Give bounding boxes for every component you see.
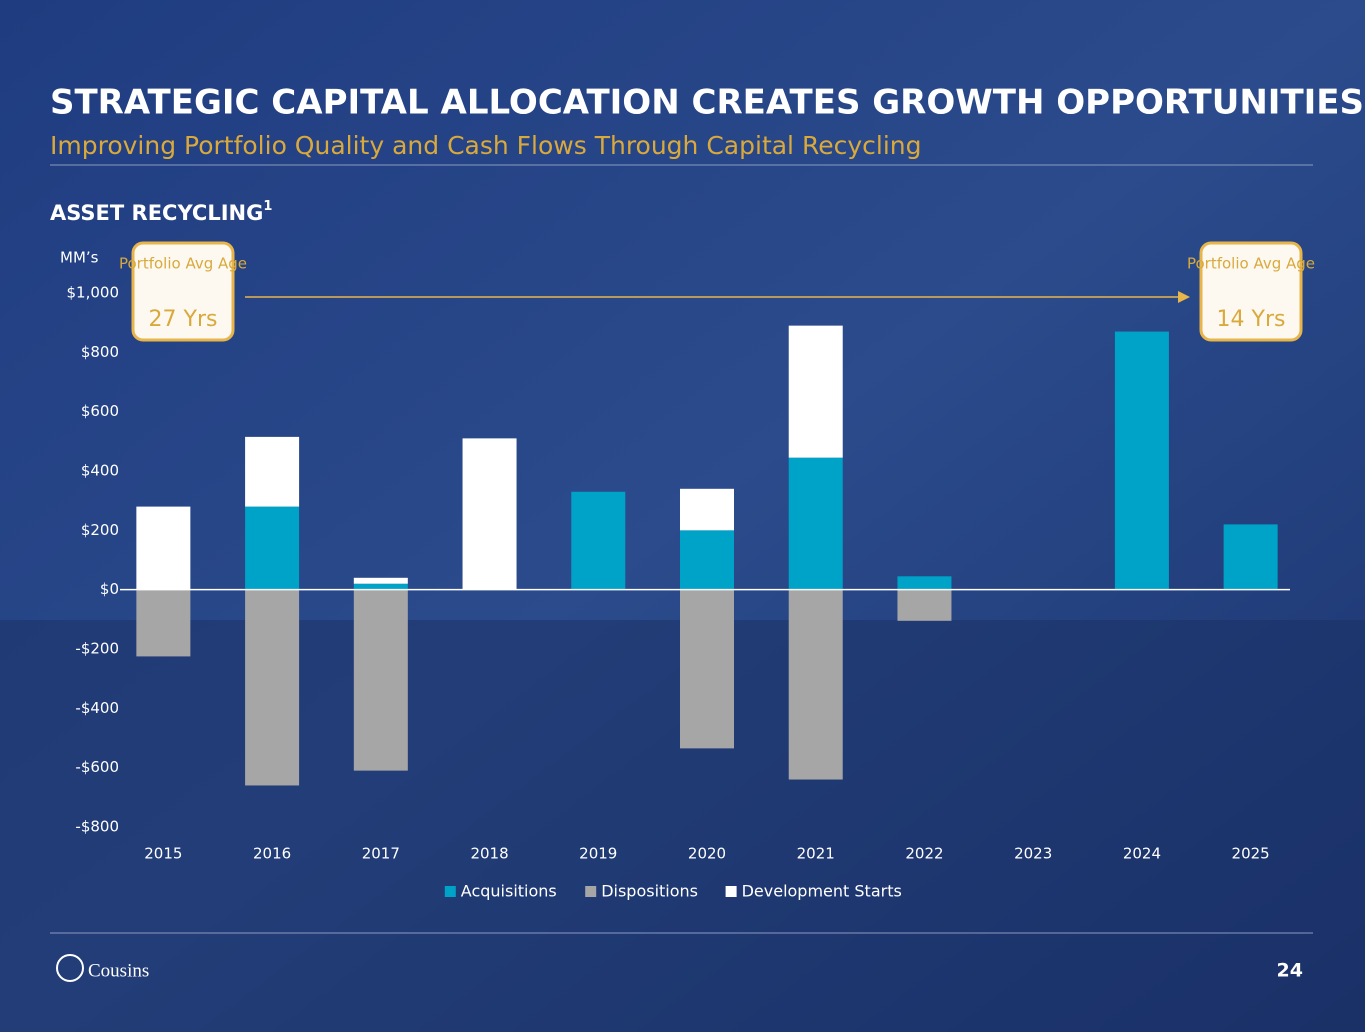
y-tick-label: -$600: [75, 758, 119, 776]
bar: [788, 325, 843, 458]
bar: [1114, 331, 1169, 590]
legend-swatch: [585, 886, 597, 897]
y-tick-label: -$800: [75, 818, 119, 836]
bar: [136, 589, 191, 657]
page-number: 24: [1277, 960, 1303, 982]
y-tick-label: $0: [100, 580, 119, 598]
x-tick-label: 2024: [1123, 845, 1161, 863]
bar: [897, 589, 952, 621]
legend-label: Dispositions: [601, 882, 698, 901]
x-tick-label: 2023: [1014, 845, 1052, 863]
y-tick-label: $600: [81, 402, 119, 420]
x-tick-label: 2025: [1232, 845, 1270, 863]
bar: [136, 506, 191, 590]
callout: Portfolio Avg Age 27 Yrs: [119, 241, 247, 342]
x-tick-label: 2021: [797, 845, 835, 863]
callout-value: 14 Yrs: [1217, 307, 1286, 332]
y-tick-label: -$400: [75, 699, 119, 717]
x-tick-label: 2015: [144, 845, 182, 863]
y-tick-label: -$200: [75, 640, 119, 658]
legend-label: Development Starts: [742, 882, 902, 901]
x-tick-label: 2017: [362, 845, 400, 863]
legend-label: Acquisitions: [461, 882, 557, 901]
y-tick-label: $200: [81, 521, 119, 539]
x-tick-label: 2020: [688, 845, 726, 863]
bar: [788, 589, 843, 780]
y-tick-label: $1,000: [67, 284, 120, 302]
x-tick-label: 2019: [579, 845, 617, 863]
chart-title-text: ASSET RECYCLING: [50, 201, 263, 225]
bar: [680, 488, 734, 531]
x-tick-label: 2016: [253, 845, 291, 863]
callout-text: Portfolio Avg Age: [1187, 255, 1315, 273]
bar: [462, 438, 517, 590]
chart-title: ASSET RECYCLING1: [50, 199, 272, 226]
bar: [245, 506, 300, 590]
callout-value: 27 Yrs: [149, 307, 218, 332]
y-axis-label: MM’s: [60, 249, 99, 267]
x-tick-label: 2022: [905, 845, 943, 863]
bar: [353, 577, 408, 584]
callout: Portfolio Avg Age 14 Yrs: [1187, 241, 1315, 342]
bar: [353, 583, 408, 590]
bar: [245, 436, 300, 507]
x-tick-label: 2018: [470, 845, 508, 863]
legend-swatch: [444, 886, 456, 897]
bar: [571, 491, 626, 590]
chart-title-note: 1: [263, 199, 272, 214]
bar: [680, 589, 734, 749]
bar: [788, 457, 843, 590]
logo-icon: [56, 954, 84, 982]
logo: Cousins: [88, 960, 149, 981]
callout-box: [1199, 241, 1303, 342]
bar: [1223, 524, 1278, 590]
y-tick-label: $400: [81, 462, 119, 480]
y-tick-label: $800: [81, 343, 119, 361]
title: STRATEGIC CAPITAL ALLOCATION CREATES GRO…: [50, 83, 1364, 123]
arrow-head: [1178, 291, 1190, 303]
legend-swatch: [725, 886, 737, 897]
bar: [897, 576, 952, 590]
bar: [353, 589, 408, 771]
callout-box: [131, 241, 235, 342]
callout-text: Portfolio Avg Age: [119, 255, 247, 273]
bar: [680, 530, 734, 590]
bar: [245, 589, 300, 786]
subtitle: Improving Portfolio Quality and Cash Flo…: [50, 131, 921, 160]
